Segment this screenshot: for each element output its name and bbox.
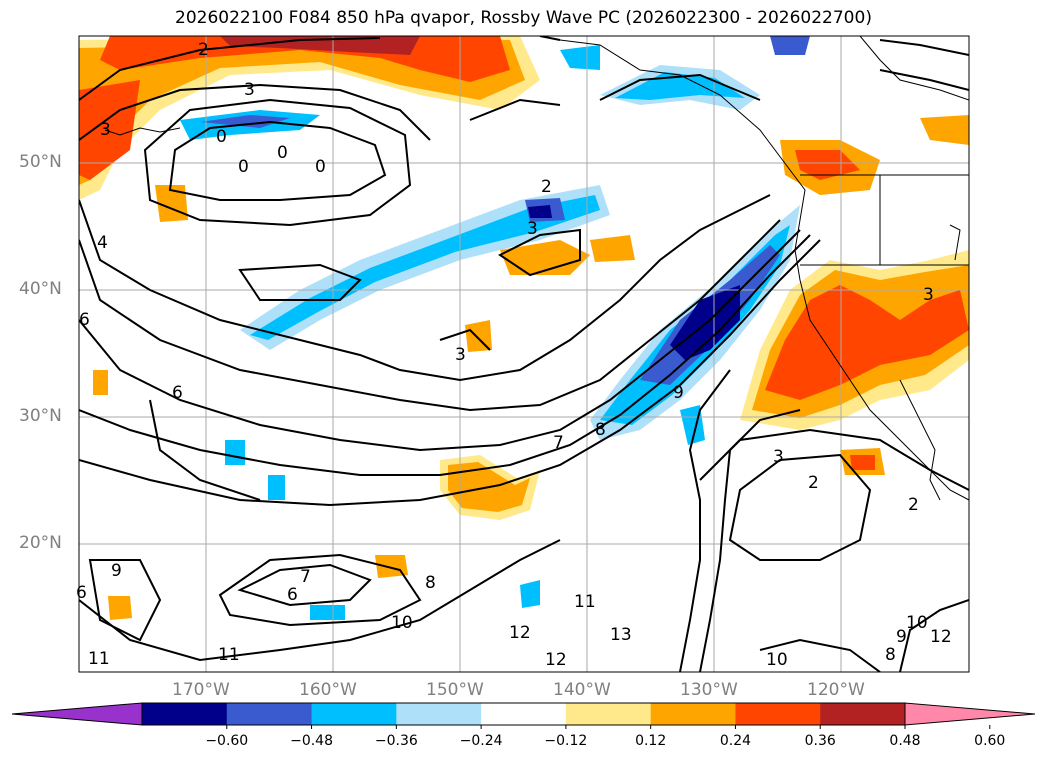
contour-label: 11 <box>88 649 110 669</box>
contour-label: 10 <box>391 613 413 633</box>
contour-label: 3 <box>455 345 466 365</box>
colorbar-segment <box>311 703 397 725</box>
contour-label: 0 <box>277 143 288 163</box>
contour-label: 2 <box>908 495 919 515</box>
colorbar-segment <box>226 703 313 725</box>
colorbar-tick-label: −0.60 <box>205 733 249 749</box>
colorbar-tick-label: 0.12 <box>635 733 667 749</box>
lon-label: 170°W <box>172 680 230 700</box>
anomaly-positive-nw-orange <box>79 40 525 185</box>
lat-label: 30°N <box>19 406 62 426</box>
contour-label: 12 <box>545 650 567 670</box>
contour-label: 3 <box>773 447 784 467</box>
colorbar-tick-label: 0.48 <box>889 733 921 749</box>
contour-label: 8 <box>885 645 896 665</box>
contour-label-group: 2 3 3 0 0 0 0 2 3 4 3 6 6 7 8 9 3 2 2 9 … <box>76 40 952 670</box>
contour-label: 11 <box>574 592 596 612</box>
contour-label: 8 <box>425 573 436 593</box>
contour-label: 8 <box>595 420 606 440</box>
lon-label: 160°W <box>299 680 357 700</box>
lat-label: 40°N <box>19 279 62 299</box>
colorbar-segment <box>481 703 567 725</box>
contour-label: 0 <box>238 157 249 177</box>
contour-label: 4 <box>97 233 108 253</box>
contour-label: 9 <box>673 383 684 403</box>
contour-lines <box>79 36 969 672</box>
colorbar-frame <box>141 702 906 726</box>
colorbar-tick-label: −0.36 <box>374 733 418 749</box>
contour-label: 10 <box>906 613 928 633</box>
contour-label: 2 <box>541 177 552 197</box>
colorbar-segment <box>735 703 821 725</box>
contour-label: 0 <box>216 127 227 147</box>
colorbar-segment <box>565 703 652 725</box>
colorbar <box>11 702 1036 729</box>
contour-label: 9 <box>896 627 907 647</box>
contour-label: 10 <box>766 650 788 670</box>
coastlines <box>104 36 969 501</box>
contour-label: 2 <box>198 40 209 60</box>
north-america-coast <box>559 39 969 501</box>
colorbar-tick-label: −0.24 <box>459 733 503 749</box>
colorbar-extend-low <box>11 702 143 726</box>
map-title: 2026022100 F084 850 hPa qvapor, Rossby W… <box>175 8 872 28</box>
colorbar-tick-label: 0.24 <box>719 733 752 749</box>
lon-label: 140°W <box>553 680 611 700</box>
colorbar-segment <box>820 703 906 725</box>
contour-label: 2 <box>808 473 819 493</box>
contour-label: 6 <box>287 585 298 605</box>
contour-label: 3 <box>527 219 538 239</box>
lat-label: 50°N <box>19 152 62 172</box>
lon-label: 150°W <box>426 680 484 700</box>
lat-label: 20°N <box>19 533 62 553</box>
contour-label: 11 <box>218 645 240 665</box>
colorbar-segment <box>142 703 228 725</box>
contour-label: 7 <box>300 567 311 587</box>
map-frame <box>78 35 970 673</box>
contour-label: 13 <box>610 625 632 645</box>
contour-label: 12 <box>509 623 531 643</box>
contour-label: 3 <box>100 120 111 140</box>
lon-label: 130°W <box>680 680 738 700</box>
colorbar-segment <box>396 703 482 725</box>
contour-label: 12 <box>930 627 952 647</box>
contour-label: 6 <box>76 583 87 603</box>
contour-label: 6 <box>172 383 183 403</box>
colorbar-tick-label: −0.48 <box>290 733 333 749</box>
anomaly-positive-central <box>500 240 590 275</box>
contour-label: 7 <box>553 433 564 453</box>
colorbar-tick-label: −0.12 <box>544 733 588 749</box>
contour-label: 0 <box>315 157 326 177</box>
contour-label: 3 <box>923 285 934 305</box>
colorbar-tick-label: 0.36 <box>804 733 836 749</box>
contour-label: 6 <box>79 310 90 330</box>
colorbar-tick-label: 0.60 <box>974 733 1006 749</box>
contour-label: 3 <box>244 80 255 100</box>
lon-label: 120°W <box>807 680 865 700</box>
colorbar-extend-high <box>904 702 1036 726</box>
colorbar-segment <box>650 703 736 725</box>
contour-label: 9 <box>111 561 122 581</box>
anomaly-positive-nw-darkred <box>220 36 420 55</box>
